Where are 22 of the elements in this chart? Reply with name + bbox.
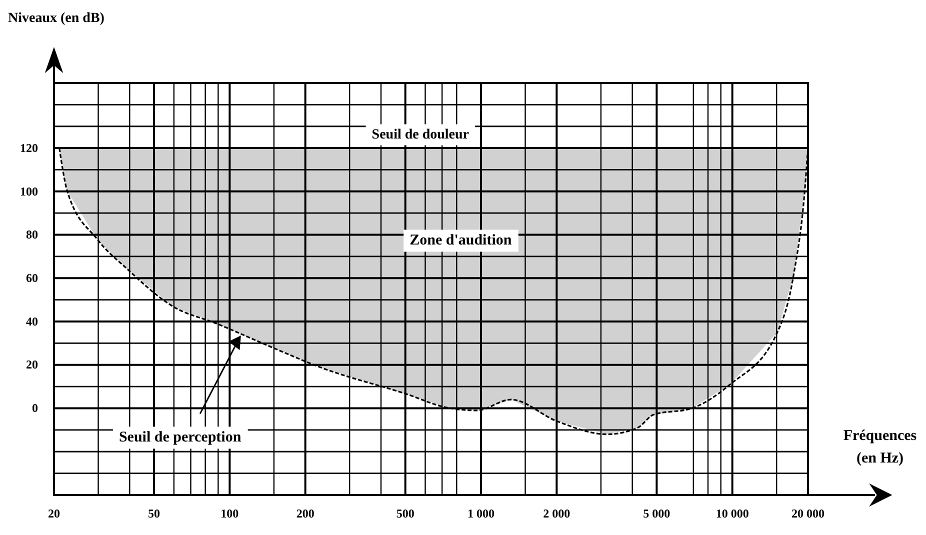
x-tick-label: 100 bbox=[220, 506, 239, 521]
x-tick-label: 200 bbox=[296, 506, 314, 521]
x-axis-title: Fréquences (en Hz) bbox=[843, 428, 917, 466]
x-tick-label: 2 000 bbox=[543, 506, 570, 521]
x-tick-label: 5 000 bbox=[643, 506, 670, 521]
x-tick-label: 20 bbox=[48, 506, 60, 521]
y-tick-label: 60 bbox=[26, 271, 38, 285]
y-tick-label: 0 bbox=[32, 401, 38, 416]
y-axis-title: Niveaux (en dB) bbox=[8, 11, 105, 26]
annotation: Zone d'audition bbox=[410, 232, 512, 249]
y-tick-label: 20 bbox=[26, 358, 38, 372]
annotation: Seuil de perception bbox=[118, 430, 242, 446]
y-tick-label: 120 bbox=[20, 140, 38, 155]
y-tick-label: 40 bbox=[26, 314, 38, 328]
x-tick-label: 1 000 bbox=[468, 506, 495, 521]
x-tick-label: 20 000 bbox=[792, 506, 824, 521]
y-tick-label: 80 bbox=[26, 228, 38, 242]
annotation: Seuil de douleur bbox=[372, 127, 470, 142]
x-tick-label: 50 bbox=[148, 506, 160, 521]
x-tick-label: 500 bbox=[396, 506, 414, 521]
y-tick-label: 100 bbox=[20, 184, 38, 198]
x-tick-label: 10 000 bbox=[716, 506, 749, 521]
